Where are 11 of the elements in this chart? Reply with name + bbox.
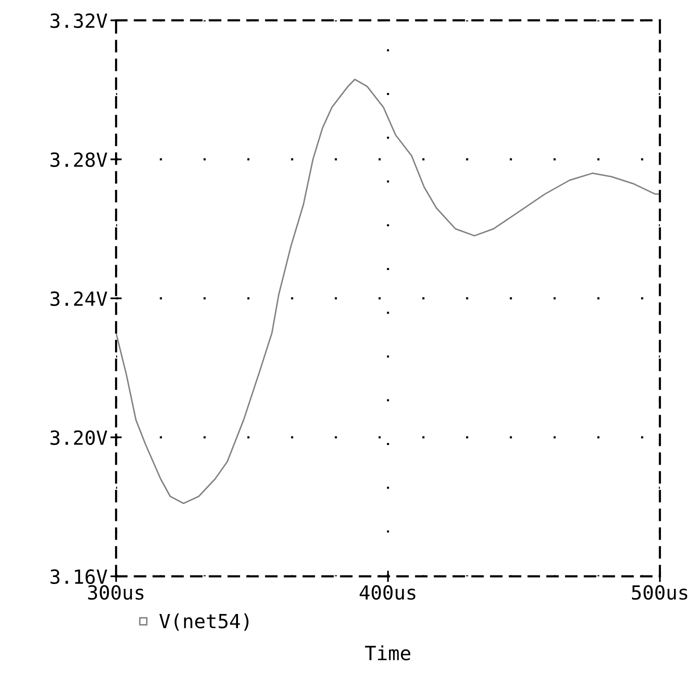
y-tick-label: 3.28V	[50, 152, 108, 168]
x-tick-label: 500us	[632, 585, 688, 600]
legend-label: V(net54)	[159, 613, 248, 631]
y-tick-label: 3.32V	[50, 13, 108, 28]
y-tick-label: 3.24V	[50, 291, 108, 306]
x-tick-label: 300us	[88, 585, 144, 600]
y-tick-label: 3.16V	[50, 569, 108, 584]
x-tick-label: 400us	[360, 585, 416, 600]
line-series	[116, 78, 660, 504]
y-tick-label: 3.20V	[50, 430, 108, 446]
x-axis-title: Time	[365, 645, 410, 660]
